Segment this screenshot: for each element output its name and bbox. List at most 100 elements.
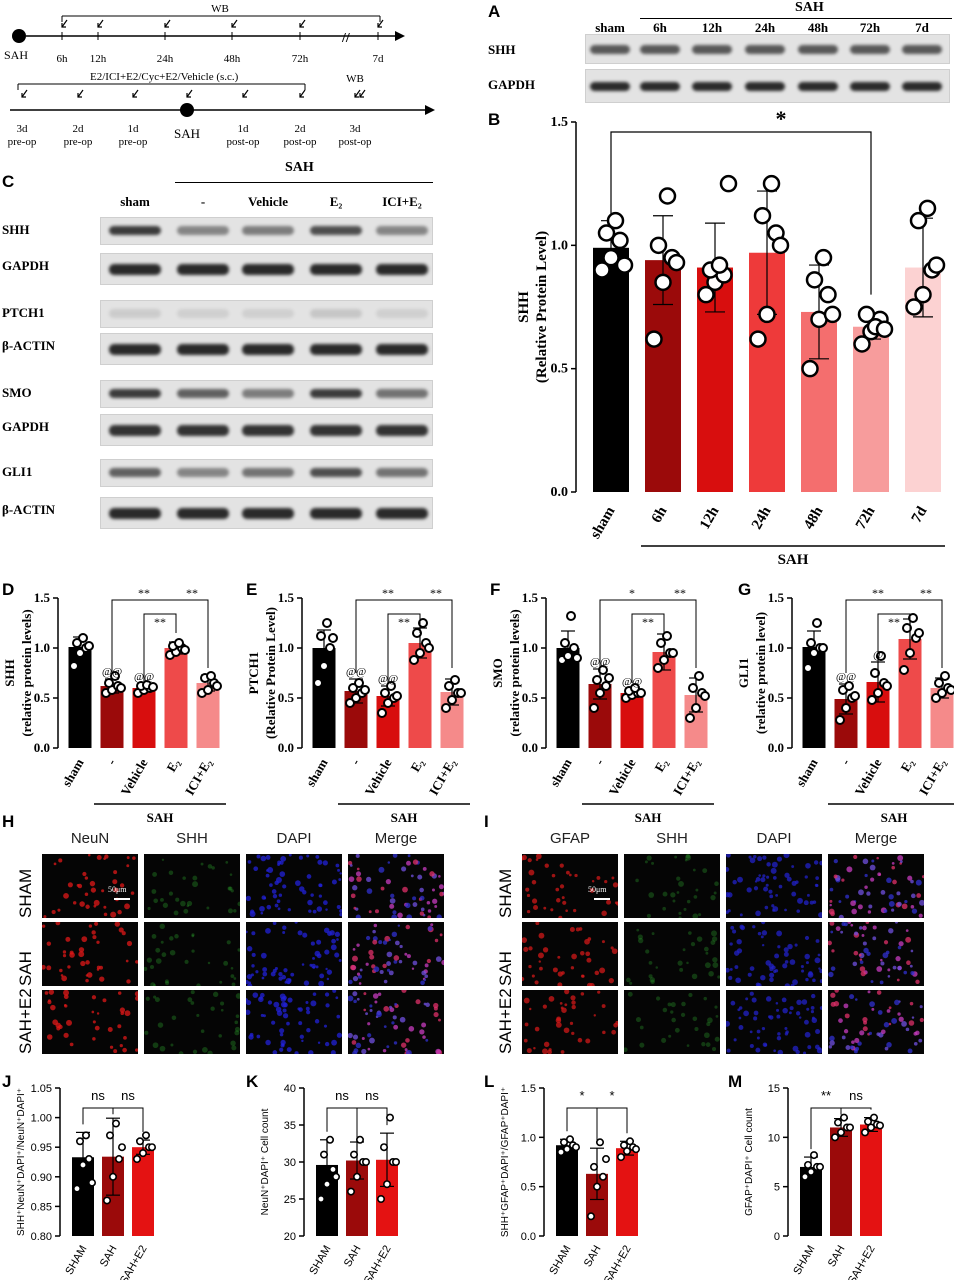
data-point — [914, 628, 924, 638]
y-tick-label: 1.5 — [278, 590, 295, 605]
significance-star: ** — [382, 586, 394, 600]
data-point — [112, 1119, 121, 1128]
data-point — [694, 671, 704, 681]
panel-letter-i: I — [484, 812, 489, 831]
timeline1-wb-label: WB — [211, 3, 229, 15]
data-point — [801, 1172, 810, 1181]
fluor-column-label: Merge — [374, 830, 418, 847]
data-point — [593, 1182, 602, 1191]
data-point — [362, 1158, 371, 1167]
significance-star: ** — [398, 615, 410, 629]
fluorescence-image — [726, 990, 822, 1054]
bar — [593, 247, 629, 492]
bar — [652, 652, 676, 748]
x-group-label: SAH — [635, 810, 662, 825]
data-point — [76, 1137, 85, 1146]
timeline2-tick-sublabel: post-op — [284, 136, 318, 148]
fluorescence-image — [42, 990, 138, 1054]
data-point — [667, 253, 686, 272]
x-tick-label: 72h — [853, 503, 879, 532]
fluorescence-image — [726, 922, 822, 986]
blot-band — [745, 45, 785, 54]
timeline1-tick-label: 24h — [157, 53, 174, 65]
y-tick-label: 10 — [768, 1132, 780, 1144]
data-point — [69, 661, 79, 671]
data-point — [615, 256, 634, 274]
bar — [860, 1124, 882, 1236]
blot-band — [376, 508, 428, 519]
fluorescence-image — [42, 922, 138, 986]
data-point — [835, 715, 845, 725]
y-tick-label: 0.80 — [31, 1231, 52, 1243]
data-point — [409, 655, 419, 665]
blot-c-lane-label: ICI+E₂ — [382, 194, 422, 209]
x-tick-label: - — [837, 756, 852, 767]
x-group-label: SAH — [391, 810, 418, 825]
chart-m-gfap-count: 0 5 10 15 GFAP⁺DAPI⁺ Cell count SHAM SAHSAH+E2… — [744, 1083, 885, 1280]
data-point — [383, 1180, 392, 1189]
data-point — [563, 1145, 572, 1154]
blot-band — [177, 389, 229, 398]
x-tick-label: - — [347, 756, 362, 767]
blot-band — [798, 82, 838, 91]
significance-star: ** — [872, 586, 884, 600]
blot-c-lane-label: E₂ — [329, 194, 343, 209]
data-point — [106, 1131, 115, 1140]
data-point — [360, 685, 370, 695]
y-tick-label: 35 — [284, 1120, 296, 1132]
bar — [132, 1147, 154, 1236]
data-point — [656, 638, 666, 648]
blot-a-row-label: GAPDH — [488, 77, 535, 92]
blot-band — [242, 425, 294, 436]
x-tick-label: SAH — [98, 1243, 120, 1269]
data-point — [882, 681, 892, 691]
blot-band — [376, 344, 428, 355]
blot-c-row-label: PTCH1 — [2, 305, 45, 320]
data-point — [110, 671, 120, 681]
blot-band — [242, 309, 294, 318]
data-point — [691, 703, 701, 713]
panel-letter-j: J — [2, 1072, 12, 1091]
data-point — [386, 681, 396, 691]
data-point — [857, 305, 876, 324]
blot-band — [177, 264, 229, 275]
x-tick-label: SAH+E2 — [602, 1244, 634, 1280]
blot-band — [177, 226, 229, 235]
fluor-row-label: SAH — [16, 951, 35, 986]
data-point — [803, 663, 813, 673]
bar — [316, 1164, 338, 1236]
blot-c-row-label: GAPDH — [2, 258, 49, 273]
x-tick-label: - — [591, 756, 606, 767]
significance-star: ** — [888, 615, 900, 629]
bar — [684, 695, 708, 748]
blot-c-row-label: β-ACTIN — [2, 338, 56, 353]
x-tick-label: E₂ — [651, 756, 670, 774]
data-point — [876, 651, 886, 661]
bar — [102, 1156, 124, 1236]
data-point — [326, 1135, 335, 1144]
y-axis-label: (Relative Protein Level) — [263, 607, 278, 739]
data-point — [697, 285, 715, 304]
blot-band — [109, 468, 161, 477]
fluorescence-image — [828, 922, 924, 986]
y-tick-label: 1.05 — [31, 1083, 52, 1095]
data-point — [606, 211, 625, 230]
significance-star: ** — [920, 586, 932, 600]
bar — [408, 643, 432, 748]
significance-star: ** — [642, 615, 654, 629]
bar — [72, 1157, 94, 1236]
x-tick-label: sham — [793, 756, 821, 789]
blot-band — [242, 508, 294, 519]
data-point — [844, 681, 854, 691]
blot-band — [310, 226, 362, 235]
data-point — [867, 1123, 876, 1132]
blot-c-row-label: SMO — [2, 385, 32, 400]
fluorescence-image — [144, 990, 240, 1054]
timeline2-tick-label: 2d — [295, 123, 307, 135]
fluorescence-image — [624, 854, 720, 918]
blot-a-lane-label: 48h — [807, 20, 829, 35]
panel-letter-a: A — [488, 2, 501, 21]
chart-f-smo: 0.0 0.5 1.0 1.5 SMO (relative protein levels)… — [490, 586, 714, 825]
panel-letter-d: D — [2, 580, 15, 599]
blot-a-lane-label: 7d — [915, 20, 929, 35]
